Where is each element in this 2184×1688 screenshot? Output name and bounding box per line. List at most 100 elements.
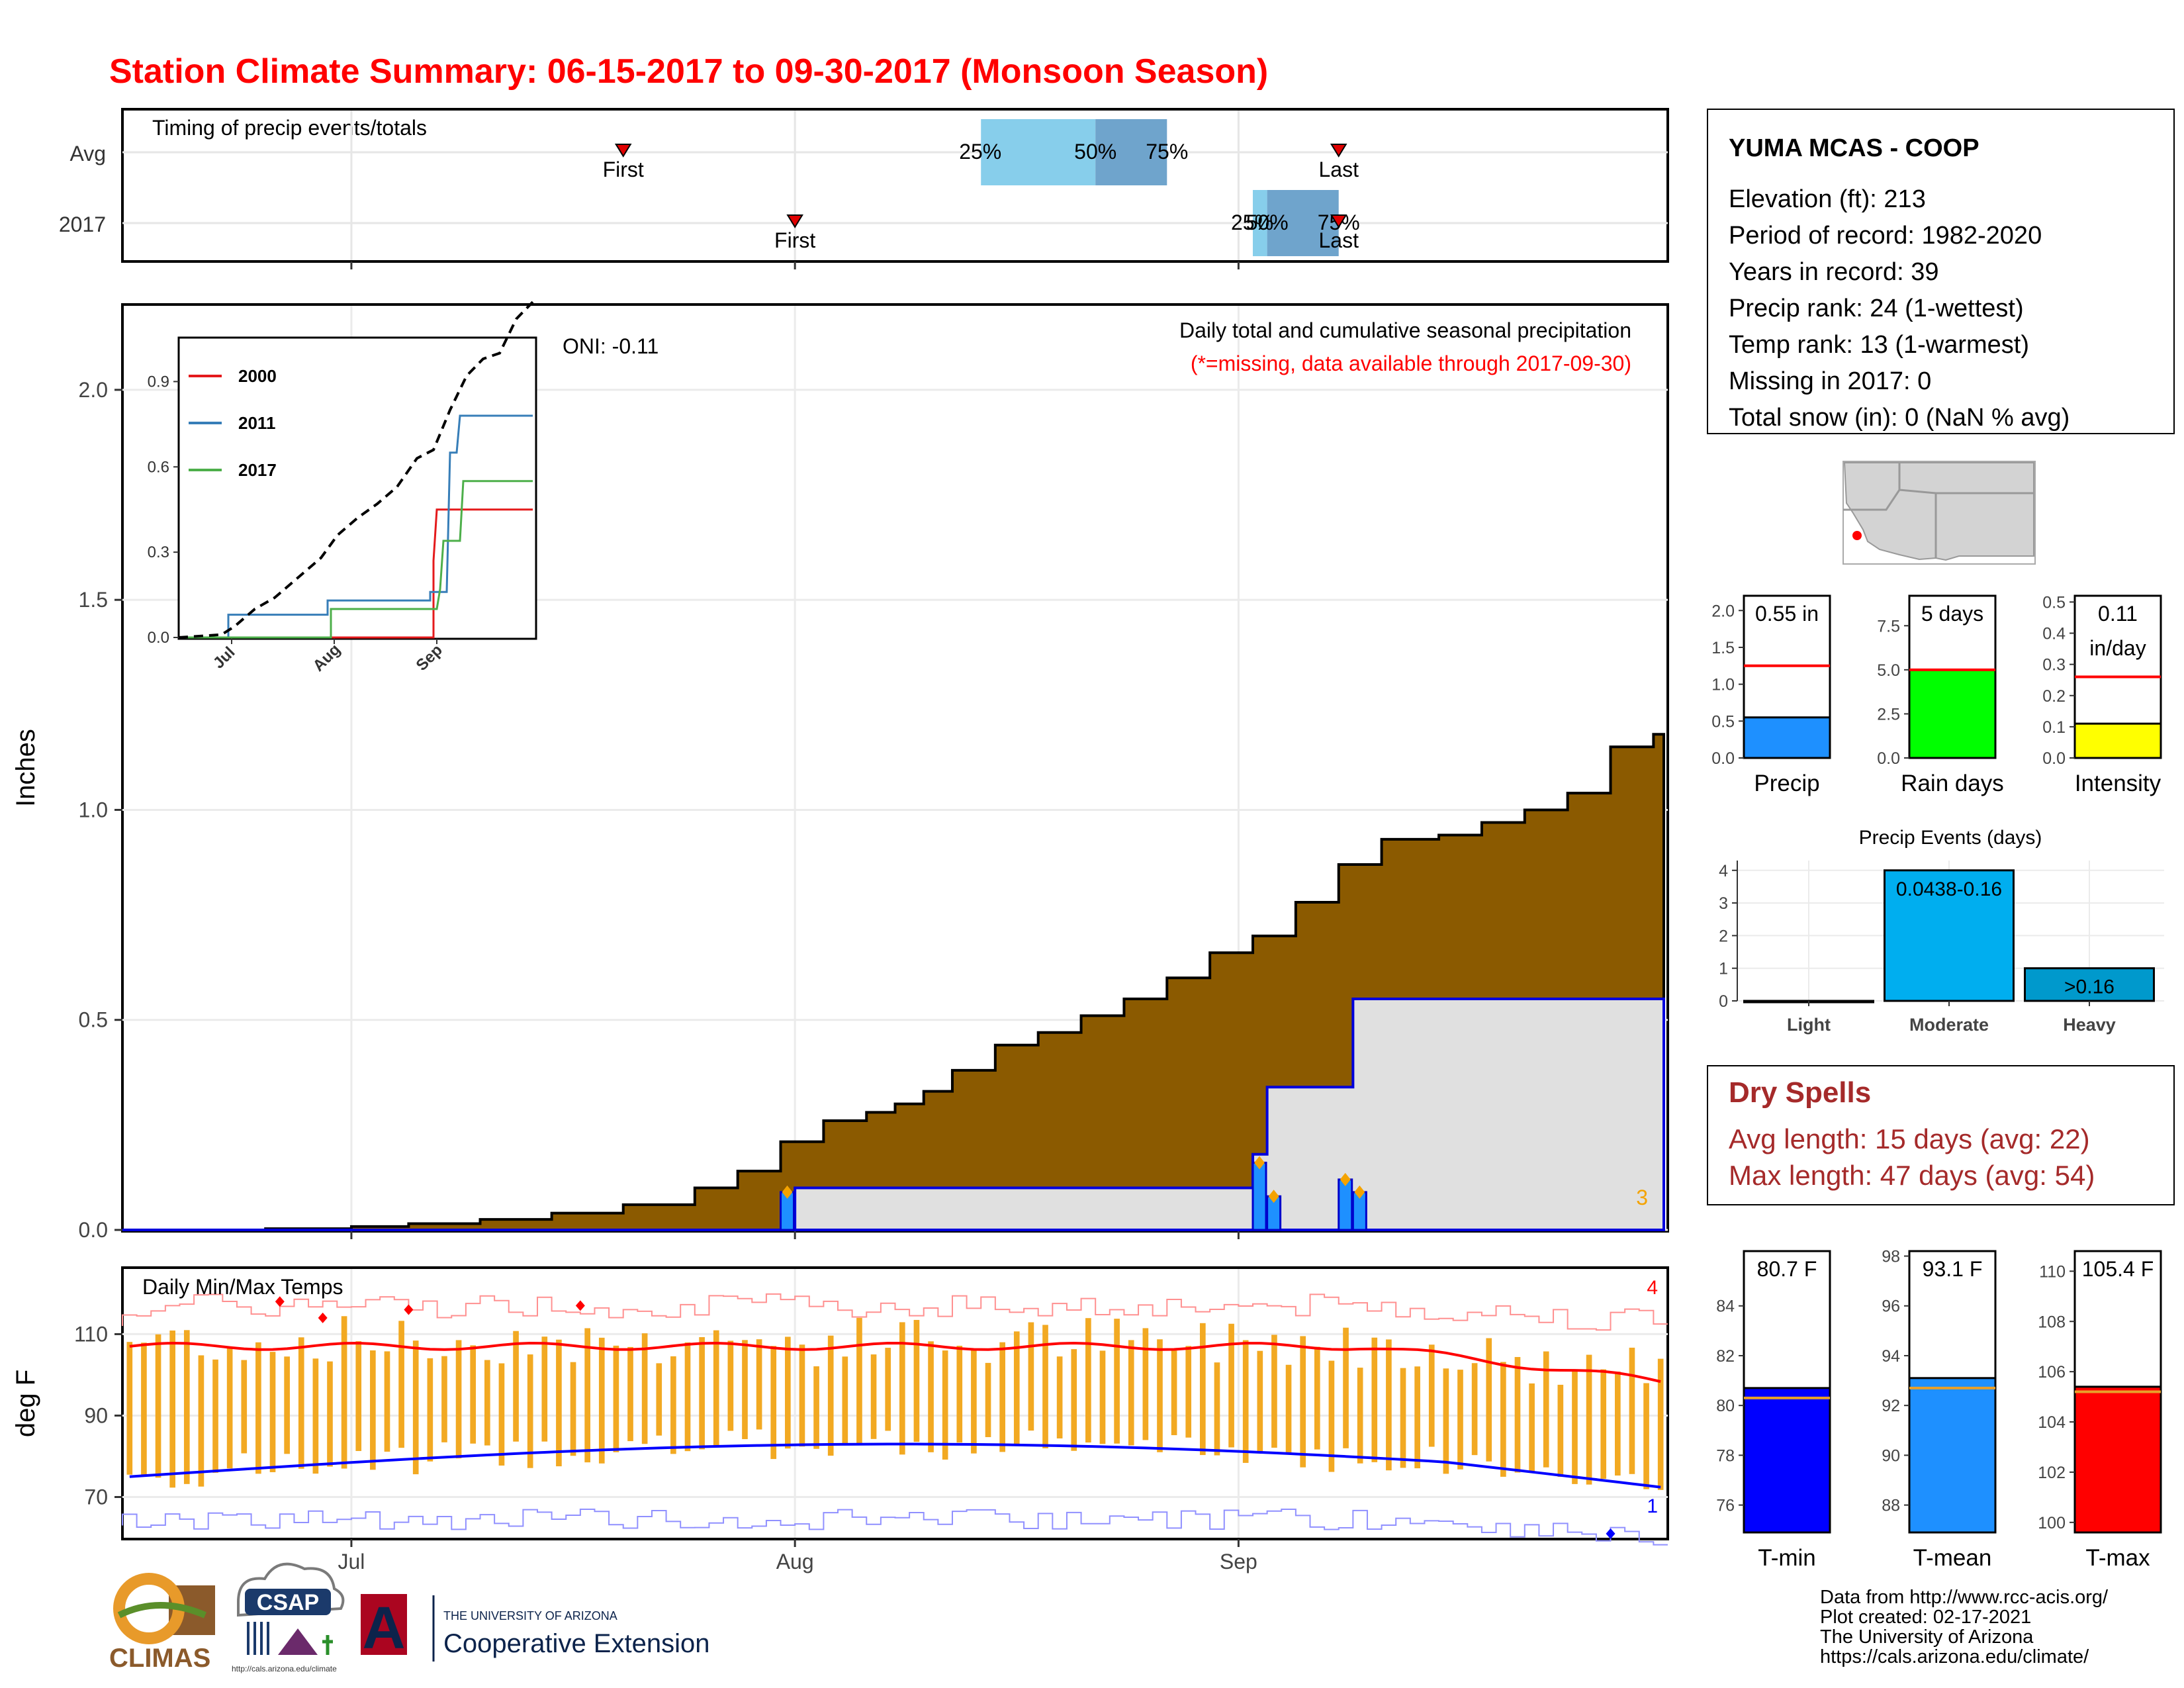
timing-last-label: Last [1318, 228, 1359, 252]
daily-temp-bar [827, 1335, 834, 1456]
daily-temp-bar [126, 1342, 133, 1475]
tmean_bar-y-tick-label: 90 [1882, 1446, 1900, 1465]
timing-first-marker [614, 144, 632, 158]
daily-temp-bar [370, 1350, 376, 1470]
daily-temp-bar [1486, 1338, 1492, 1462]
inset-legend-label: 2011 [238, 413, 275, 433]
daily-precip-marker [1354, 1185, 1365, 1199]
tmax_bar-value-label: 105.4 F [2082, 1257, 2154, 1281]
timing-last-label: Last [1318, 158, 1359, 181]
daily-temp-bar [183, 1330, 190, 1484]
tmin_bar-y-tick-label: 76 [1716, 1497, 1735, 1515]
precip-y-label: Inches [11, 729, 40, 807]
daily-temp-bar [656, 1363, 662, 1436]
daily-temp-bar [384, 1351, 390, 1452]
record-low-marker [1606, 1528, 1615, 1539]
precip_bar-y-tick-label: 0.5 [1711, 712, 1735, 731]
dry-spells-box: Dry Spells Avg length: 15 days (avg: 22)… [1707, 1065, 2175, 1205]
daily-temp-bar [1657, 1358, 1664, 1490]
csap-cactus-icon [322, 1635, 333, 1655]
month-x-label: Jul [338, 1550, 365, 1573]
daily-temp-bar [1271, 1335, 1277, 1448]
events-bar-label: >0.16 [2064, 976, 2115, 998]
daily-temp-bar [1042, 1325, 1048, 1448]
oni-label: ONI: -0.11 [563, 334, 659, 358]
precip-y-tick-label: 1.0 [79, 798, 108, 821]
tmean_bar-category-label: T-mean [1913, 1545, 1992, 1571]
tmax_bar-y-tick-label: 104 [2038, 1413, 2066, 1432]
daily-temp-bar [284, 1356, 290, 1454]
raindays_bar-y-tick-label: 7.5 [1877, 617, 1900, 635]
daily-temp-bar [1071, 1349, 1077, 1451]
raindays_bar-category-label: Rain days [1901, 771, 2004, 796]
daily-precip-marker [782, 1185, 793, 1199]
record-high-marker [318, 1312, 328, 1323]
daily-temp-bar [1214, 1362, 1220, 1456]
timing-p50-label: 50% [1074, 140, 1116, 164]
daily-temp-bar [1056, 1356, 1063, 1438]
timing-box-upper [1267, 190, 1339, 256]
daily-temp-bar [1500, 1362, 1506, 1477]
timing-box-lower [1253, 190, 1267, 256]
station-line-years: Years in record: 39 [1729, 258, 1939, 286]
daily-temp-bar [1028, 1322, 1034, 1431]
record-low-line [122, 1508, 1668, 1546]
inset-y-tick-label: 0.6 [148, 458, 169, 476]
daily-temp-bar [1257, 1350, 1263, 1452]
csap-mountain-icon [278, 1628, 318, 1655]
daily-temp-bar [1185, 1346, 1192, 1438]
daily-temp-bar [498, 1363, 505, 1466]
raindays_bar-bar [1908, 669, 1997, 759]
inset-series-line [178, 301, 534, 639]
intensity_bar-category-label: Intensity [2075, 771, 2161, 796]
daily-temp-bar [1414, 1366, 1420, 1469]
daily-temp-bar [269, 1352, 276, 1472]
daily-temp-bar [1428, 1344, 1435, 1447]
ua-logo: A THE UNIVERSITY OF ARIZONA Cooperative … [361, 1594, 709, 1662]
inset-y-tick-label: 0.9 [148, 373, 169, 391]
precip-y-tick-label: 1.5 [79, 588, 108, 612]
tmean_bar-y-tick-label: 92 [1882, 1397, 1900, 1415]
intensity_bar-y-tick-label: 0.0 [2042, 749, 2066, 768]
ua-letter: A [363, 1595, 406, 1662]
daily-temp-bar [198, 1355, 205, 1487]
daily-temp-bar [298, 1337, 304, 1469]
events-y-tick-label: 2 [1719, 927, 1728, 945]
daily-precip-bar [1338, 1178, 1353, 1231]
daily-temp-bar [1099, 1350, 1106, 1444]
station-name: YUMA MCAS - COOP [1729, 134, 1979, 162]
precip_bar-y-tick-label: 2.0 [1711, 602, 1735, 620]
daily-temp-bar [1157, 1339, 1163, 1452]
daily-temp-bar [1443, 1368, 1449, 1474]
station-info-frame [1707, 109, 2175, 434]
inset-y-tick-label: 0.0 [148, 629, 169, 647]
timing-box-lower [981, 119, 1096, 185]
dry-spells-frame [1707, 1065, 2175, 1205]
daily-temp-bar [484, 1360, 490, 1446]
precip_bar-y-tick-label: 0.0 [1711, 749, 1735, 768]
dry-spells-avg: Avg length: 15 days (avg: 22) [1729, 1123, 2090, 1154]
events-category-label: Light [1787, 1015, 1831, 1035]
inset-series-line [179, 414, 533, 639]
daily-temp-bar [885, 1348, 891, 1431]
daily-temp-bar [1457, 1370, 1463, 1470]
daily-temp-bar [341, 1316, 347, 1469]
daily-precip-bar [1251, 1161, 1267, 1231]
daily-temp-bar [956, 1345, 963, 1443]
dry-spells-max: Max length: 47 days (avg: 54) [1729, 1160, 2095, 1191]
ua-block-a-icon [361, 1594, 407, 1655]
precip-count-label: 3 [1636, 1186, 1648, 1209]
daily-temp-bar [212, 1359, 218, 1473]
daily-temp-bar [684, 1342, 691, 1452]
csap-badge [245, 1589, 331, 1615]
record-high-marker [575, 1300, 585, 1311]
csap-logo-text: CSAP [257, 1590, 319, 1615]
timing-p25-label: 25% [1231, 211, 1273, 234]
climas-leaf-icon [117, 1602, 206, 1618]
events-y-tick-label: 1 [1719, 960, 1728, 978]
tmin_bar-bar [1743, 1387, 1831, 1534]
daily-temp-bar [355, 1341, 362, 1451]
precip_bar-category-label: Precip [1754, 771, 1819, 796]
climas-logo-text: CLIMAS [109, 1644, 210, 1673]
